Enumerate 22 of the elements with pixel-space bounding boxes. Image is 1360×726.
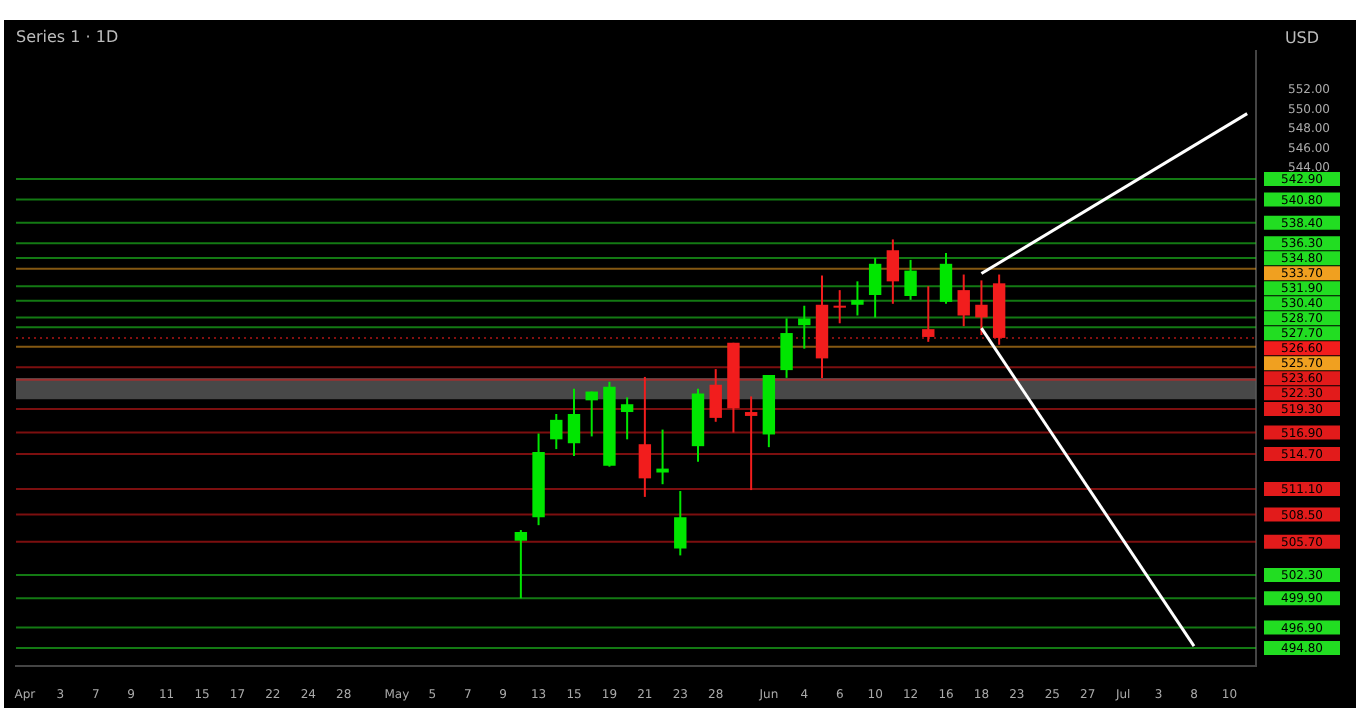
candlestick: [886, 238, 900, 305]
candlestick: [798, 304, 811, 350]
y-axis-title: USD: [1284, 29, 1320, 48]
candlestick: [780, 317, 793, 379]
candlestick: [975, 279, 988, 336]
candlestick: [656, 428, 669, 486]
candlestick: [744, 395, 758, 492]
candlestick: [904, 258, 917, 301]
candlestick: [851, 280, 864, 317]
candlestick: [674, 490, 687, 557]
candlestick: [709, 368, 722, 423]
candlestick: [638, 375, 652, 498]
chart-title: Series 1 · 1D: [16, 27, 119, 46]
candlestick: [620, 396, 634, 441]
candlestick: [833, 289, 846, 325]
candlestick: [868, 256, 882, 319]
candlestick: [939, 252, 953, 305]
candlestick: [550, 412, 563, 451]
candlestick: [514, 529, 528, 600]
candlestick: [957, 273, 970, 328]
candlestick: [567, 387, 581, 457]
candlestick: [922, 285, 935, 343]
